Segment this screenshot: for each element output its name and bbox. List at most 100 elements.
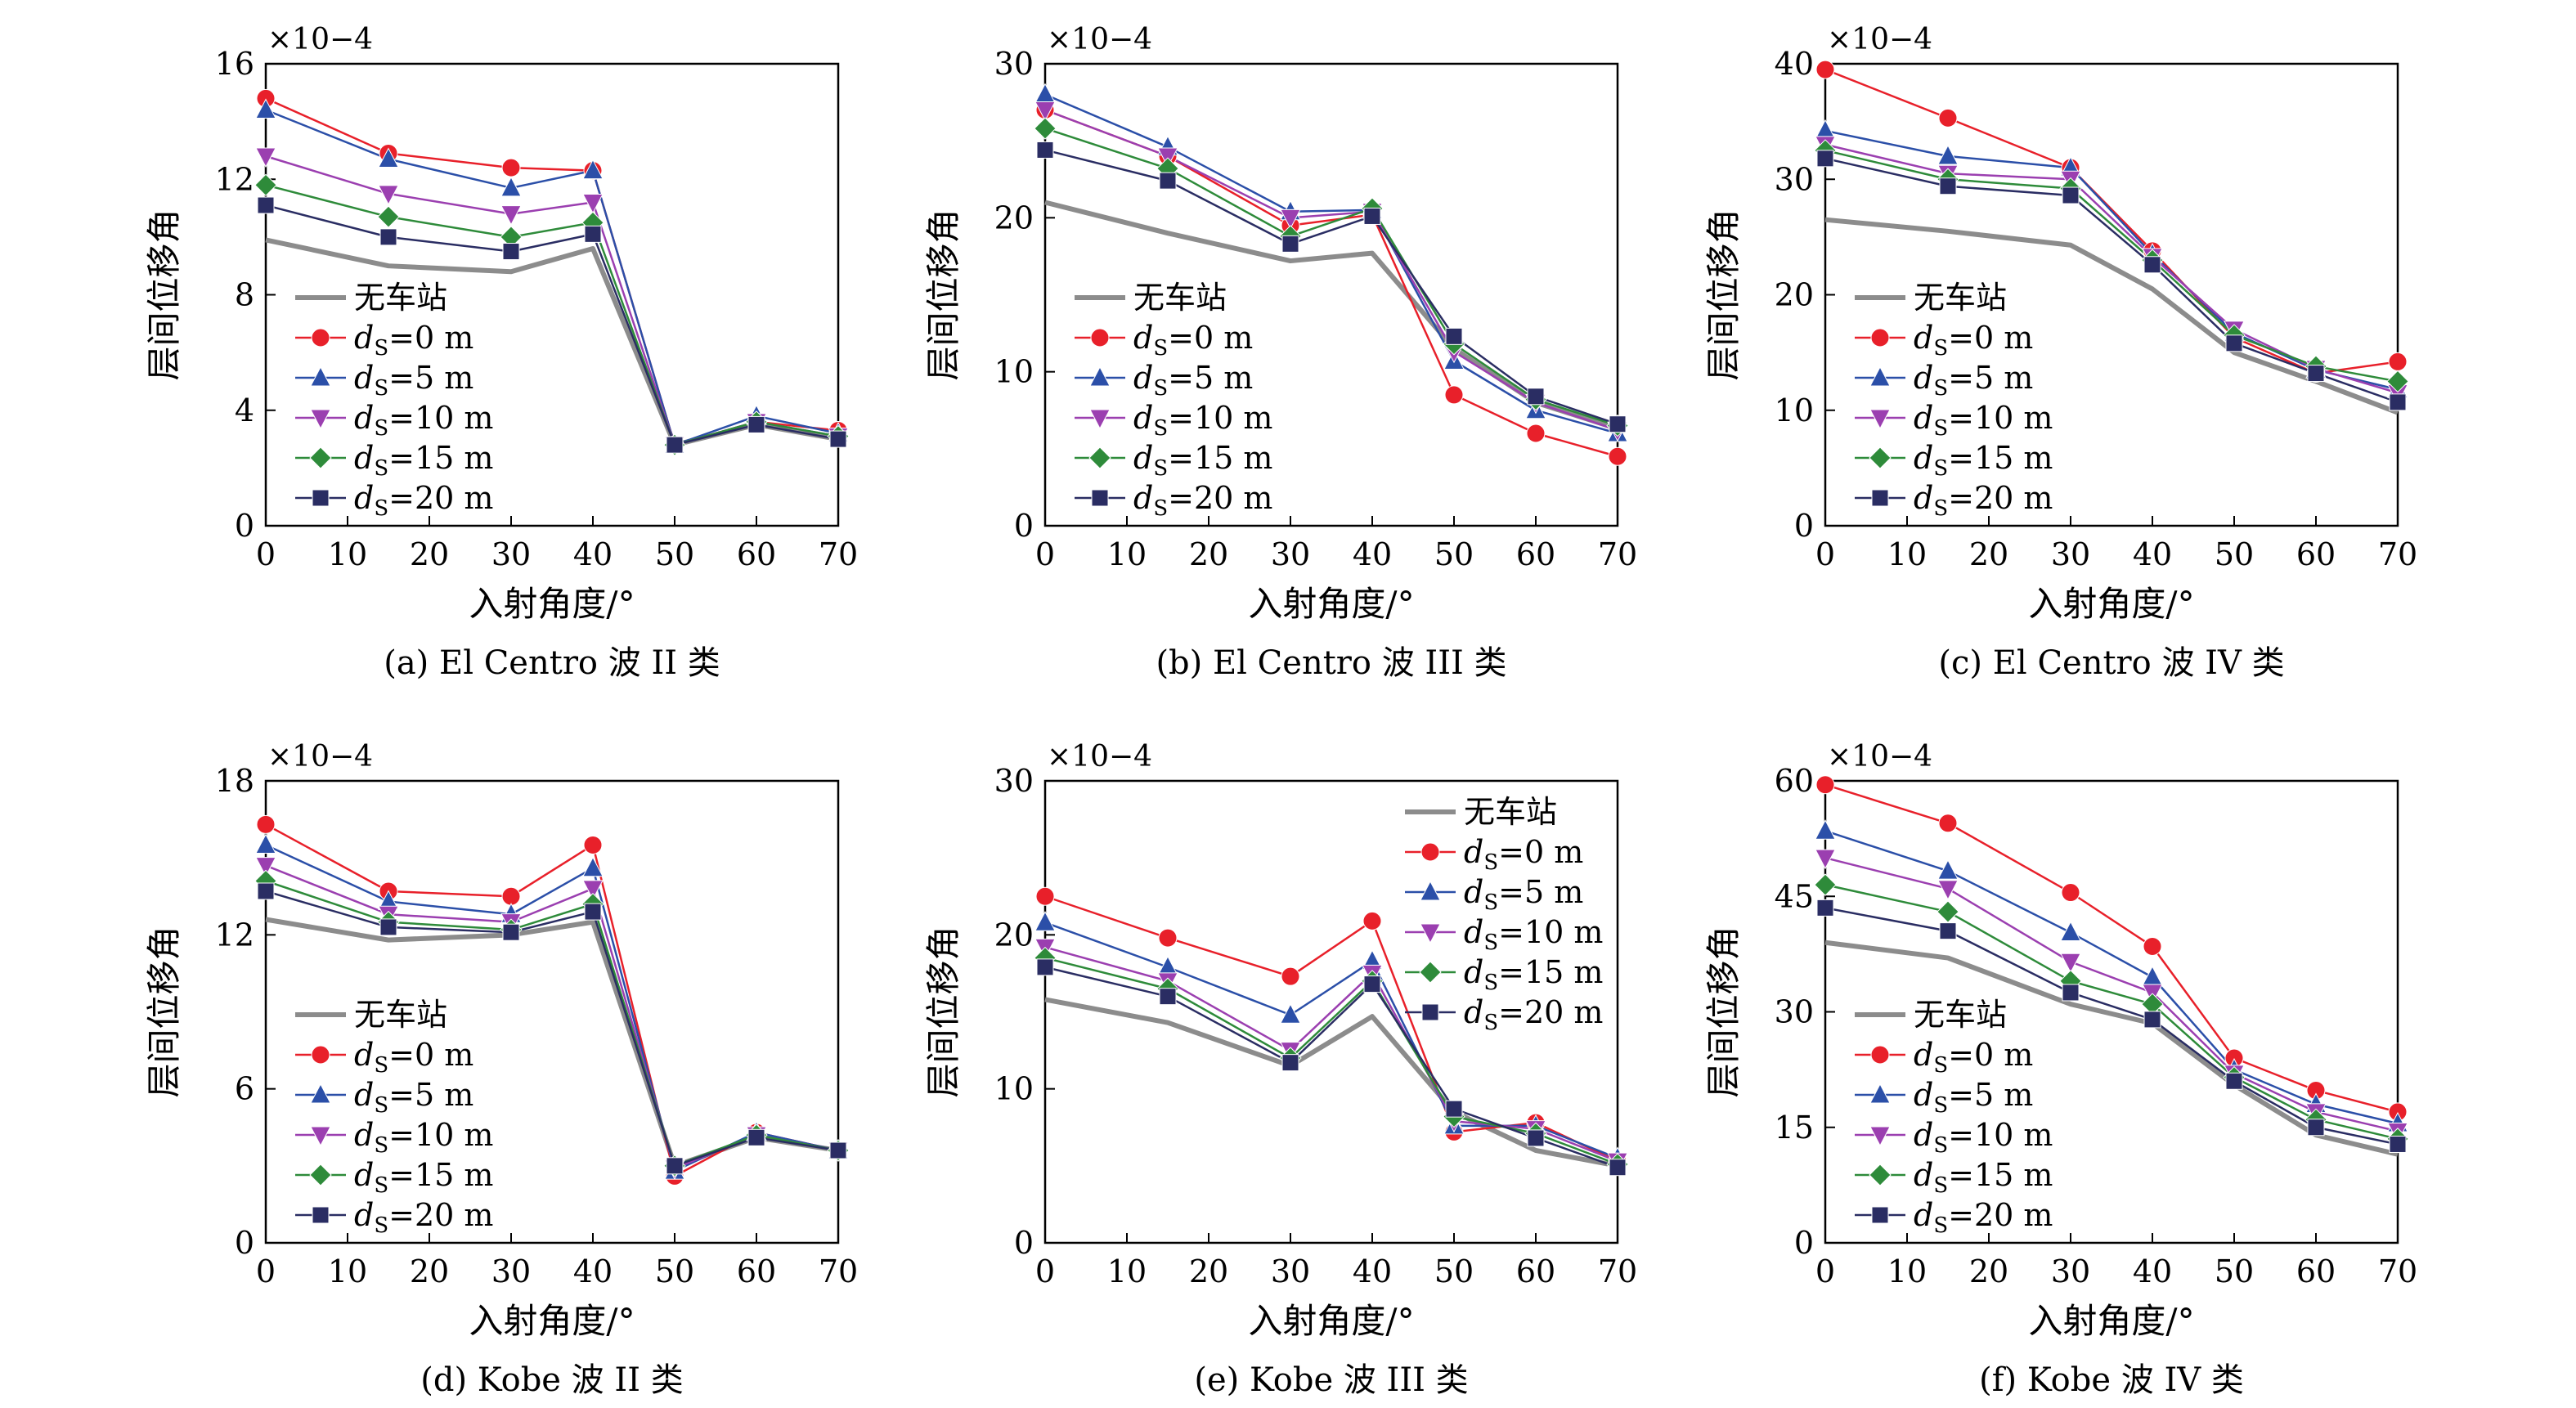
series-line-ds-2: [265, 109, 839, 446]
data-point: [2307, 365, 2325, 383]
chart-svg: 0 10 20 30 40 50 60 70 0 6 12 18 ×10−4 入射角度/° 层间位移角 无车站…: [144, 740, 858, 1341]
x-tick-label: 30: [2051, 1253, 2090, 1289]
data-point: [1815, 819, 1836, 840]
chart-panel-5: 0 10 20 30 40 50 60 70 0 10 20 30 ×10−4 入射角度/° 层间位移角 无车…: [824, 740, 1642, 1381]
data-point: [255, 98, 276, 119]
x-tick-label: 70: [1598, 1253, 1637, 1289]
data-point: [584, 903, 602, 921]
legend-label: dS=20 m: [354, 1197, 493, 1238]
data-point: [1938, 814, 1958, 833]
x-tick-label: 20: [1189, 536, 1228, 572]
x-tick-label: 50: [1434, 536, 1474, 572]
y-tick-label: 30: [1775, 994, 1814, 1030]
data-point: [255, 833, 276, 854]
data-point: [379, 228, 397, 246]
y-axis-label: 层间位移角: [1703, 209, 1744, 380]
chart-svg: 0 10 20 30 40 50 60 70 0 10 20 30 40 ×10−4 入射角度/° 层间位移角…: [1703, 23, 2417, 624]
data-point: [500, 205, 522, 226]
chart-svg: 0 10 20 30 40 50 60 70 0 4 8 12 16 ×10−4 入射角度/° 层间位移角 无车…: [144, 23, 858, 624]
y-tick-label: 30: [994, 46, 1034, 82]
x-tick-label: 40: [573, 536, 613, 572]
legend-label: dS=20 m: [1914, 480, 2053, 521]
data-point: [2062, 186, 2080, 204]
y-exponent-label: ×10−4: [1827, 740, 1932, 774]
data-point: [255, 857, 276, 877]
series-line-no-station: [1044, 997, 1618, 1168]
x-tick-label: 10: [1107, 1253, 1147, 1289]
y-axis-label: 层间位移角: [923, 209, 963, 380]
series-line-ds-3: [265, 155, 839, 446]
x-tick-label: 0: [1815, 536, 1835, 572]
data-point: [2389, 393, 2407, 411]
y-exponent-label: ×10−4: [1047, 740, 1152, 774]
data-point: [1035, 886, 1055, 906]
legend-label: dS=15 m: [1464, 954, 1603, 995]
data-point: [502, 243, 520, 261]
chart-caption: (d) Kobe 波 II 类: [420, 1361, 684, 1399]
data-point: [1816, 150, 1834, 168]
data-point: [2386, 370, 2409, 393]
data-point: [1816, 899, 1834, 917]
data-point: [1281, 235, 1299, 253]
data-point: [2307, 1119, 2325, 1137]
legend-marker: [1871, 489, 1889, 507]
data-point: [500, 176, 522, 197]
chart-caption: (f) Kobe 波 IV 类: [1979, 1361, 2244, 1399]
y-tick-label: 30: [994, 763, 1034, 799]
data-point: [584, 225, 602, 243]
chart-svg: 0 10 20 30 40 50 60 70 0 10 20 30 ×10−4 入射角度/° 层间位移角 无车…: [923, 740, 1637, 1341]
legend-label: dS=10 m: [1914, 400, 2053, 441]
legend-label: dS=15 m: [1914, 440, 2053, 481]
x-tick-label: 50: [2215, 1253, 2254, 1289]
legend-marker: [312, 489, 330, 507]
data-point: [1280, 1003, 1301, 1024]
data-point: [2062, 984, 2080, 1002]
y-exponent-label: ×10−4: [1827, 23, 1932, 56]
y-tick-label: 10: [994, 1071, 1034, 1107]
data-point: [1608, 446, 1627, 466]
legend: 无车站 dS=0 mdS=5 mdS=10 mdS=15 mdS=20 m: [1405, 794, 1603, 1035]
legend-marker: [1869, 1126, 1891, 1147]
y-tick-label: 6: [235, 1071, 254, 1107]
series-line-ds-1: [265, 823, 839, 1177]
x-tick-label: 10: [1887, 1253, 1927, 1289]
legend-marker: [312, 1206, 330, 1224]
legend-label: dS=5 m: [1133, 360, 1253, 401]
data-point: [1444, 385, 1464, 405]
legend-label: dS=5 m: [1914, 1077, 2033, 1118]
data-point: [2060, 953, 2081, 974]
data-point: [2143, 936, 2162, 956]
legend: 无车站 dS=0 mdS=5 mdS=10 mdS=15 mdS=20 m: [1075, 280, 1272, 521]
data-point: [378, 147, 399, 168]
data-point: [1609, 415, 1627, 433]
data-point: [501, 158, 521, 177]
data-point: [1034, 101, 1056, 122]
y-tick-label: 12: [215, 917, 254, 953]
data-point: [1445, 327, 1463, 345]
x-tick-label: 70: [819, 1253, 858, 1289]
y-axis-label: 层间位移角: [1703, 926, 1744, 1097]
x-axis-label: 入射角度/°: [2028, 584, 2194, 624]
series-line-ds-4: [265, 184, 839, 446]
x-tick-label: 0: [1035, 536, 1055, 572]
legend-marker: [310, 409, 331, 430]
chart-panel-4: 0 10 20 30 40 50 60 70 0 6 12 18 ×10−4 入射角度/° 层间位移角 无车站…: [45, 740, 863, 1381]
x-tick-label: 20: [410, 1253, 449, 1289]
series-line-ds-5: [265, 204, 839, 446]
y-tick-label: 0: [1014, 1225, 1034, 1261]
data-point: [377, 205, 400, 228]
data-point: [2388, 352, 2408, 371]
y-tick-label: 60: [1775, 763, 1814, 799]
x-tick-label: 50: [655, 536, 694, 572]
data-point: [1363, 207, 1381, 225]
x-tick-label: 30: [491, 536, 531, 572]
y-tick-label: 0: [235, 1225, 254, 1261]
legend-marker: [1089, 365, 1111, 387]
legend-marker: [1419, 961, 1442, 984]
y-tick-label: 12: [215, 161, 254, 197]
legend-label: 无车站: [354, 997, 447, 1033]
y-tick-label: 15: [1775, 1110, 1814, 1146]
x-tick-label: 10: [1887, 536, 1927, 572]
x-tick-label: 70: [819, 536, 858, 572]
